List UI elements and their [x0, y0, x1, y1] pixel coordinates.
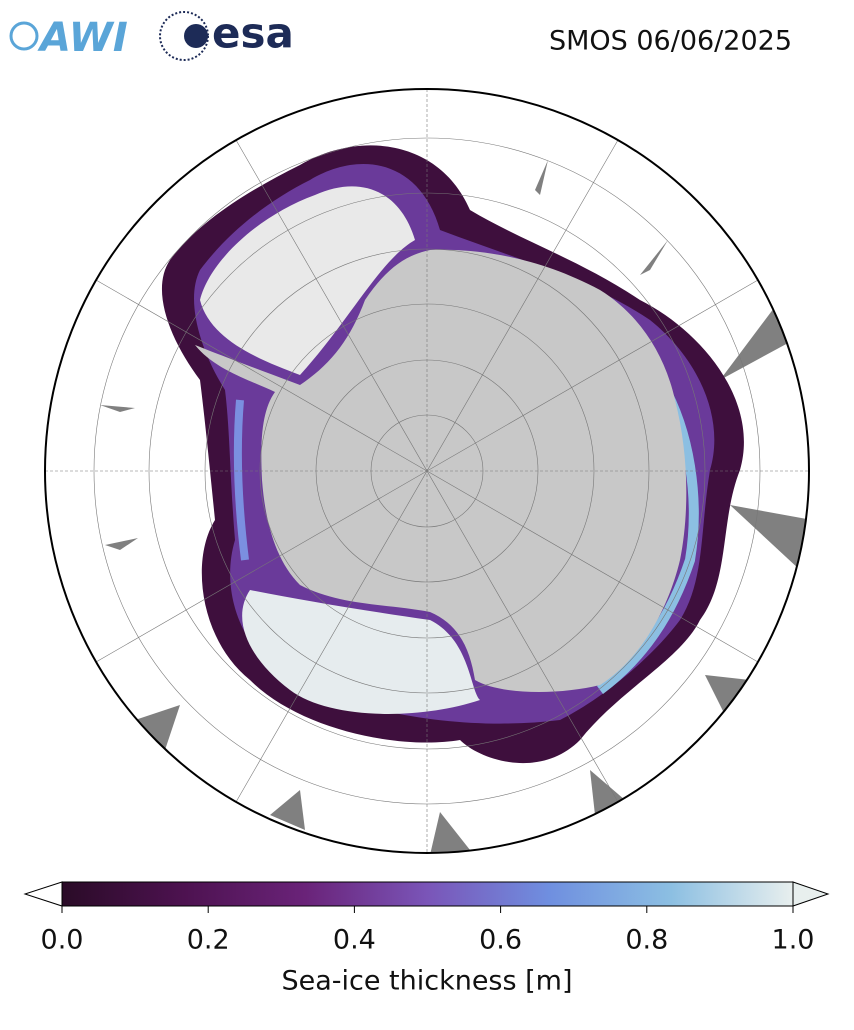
esa-text: esa — [212, 9, 294, 58]
colorbar-tick-label: 0.6 — [479, 925, 522, 956]
map-area — [45, 89, 809, 853]
map-boundary — [44, 88, 810, 854]
colorbar-tick-label: 0.0 — [41, 925, 84, 956]
colorbar-tick-label: 0.4 — [333, 925, 376, 956]
ice-thick-ross — [242, 590, 480, 714]
colorbar: Sea-ice thickness [m] 0.0 0.2 0.4 0.6 0.8 1.0 — [23, 881, 830, 997]
awi-emblem — [9, 21, 39, 51]
colorbar-tick-label: 1.0 — [772, 925, 815, 956]
colorbar-scale — [61, 881, 794, 907]
colorbar-extend-low — [23, 881, 63, 907]
colorbar-label: Sea-ice thickness [m] — [281, 966, 572, 997]
map-title: SMOS 06/06/2025 — [549, 26, 792, 57]
esa-logo: esa — [159, 9, 294, 61]
graticule — [45, 89, 809, 853]
esa-emblem-core — [184, 24, 208, 48]
colorbar-extend-high — [792, 881, 830, 907]
ice-edge — [596, 377, 699, 694]
ice-thick-weddell — [200, 186, 415, 375]
ice-edge — [233, 399, 249, 561]
colorbar-tick-label: 0.2 — [187, 925, 230, 956]
colorbar-tick-label: 0.8 — [625, 925, 668, 956]
awi-logo: AWI — [9, 15, 128, 61]
awi-text: AWI — [37, 15, 128, 61]
